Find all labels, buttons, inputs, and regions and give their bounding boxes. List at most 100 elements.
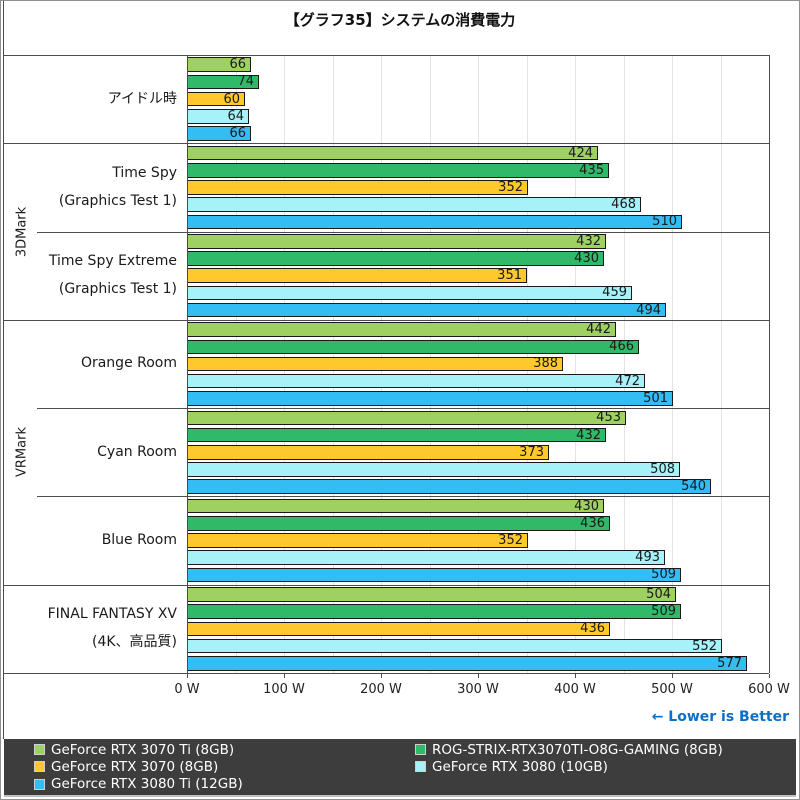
bar-value-label: 442: [586, 322, 611, 338]
bar-value-label: 509: [651, 567, 676, 583]
x-axis-tick-label: 100 W: [263, 682, 305, 697]
category-label-line: Time Spy Extreme: [48, 253, 177, 270]
bar-value-label: 453: [596, 410, 621, 426]
chart-title: 【グラフ35】システムの消費電力: [284, 11, 516, 29]
x-axis-line: [3, 673, 769, 674]
category-label-line: (4K、高品質): [91, 634, 177, 651]
bar: 468: [187, 197, 641, 212]
bar: 510: [187, 214, 682, 230]
bar: 493: [187, 550, 665, 566]
x-axis-tick: [478, 674, 479, 678]
category-label-line: (Graphics Test 1): [58, 281, 177, 298]
bar: 436: [187, 621, 610, 637]
bar: 352: [187, 533, 528, 548]
gridline: [720, 55, 722, 673]
x-axis-tick-label: 200 W: [360, 682, 402, 697]
bar: 351: [187, 268, 527, 283]
category-label: FINAL FANTASY XV (4K、高品質): [41, 585, 177, 673]
category-label: Cyan Room: [41, 408, 177, 496]
bar: 504: [187, 587, 676, 602]
bar-value-label: 472: [615, 373, 640, 389]
y-axis-line: [187, 55, 188, 673]
bar: 430: [187, 498, 604, 514]
category-label: Blue Room: [41, 496, 177, 584]
category-label-line: アイドル時: [107, 90, 177, 107]
bar: 466: [187, 339, 639, 355]
plot-top-border: [3, 55, 769, 56]
bar: 472: [187, 373, 645, 389]
bar: 352: [187, 180, 528, 195]
legend-item: GeForce RTX 3070 Ti (8GB): [34, 742, 415, 758]
bar-value-label: 508: [650, 461, 675, 477]
bar: 552: [187, 638, 722, 654]
bar-value-label: 66: [229, 126, 246, 142]
bar: 432: [187, 234, 606, 249]
bar-value-label: 352: [498, 179, 523, 195]
bar: 430: [187, 251, 604, 266]
bar-value-label: 501: [643, 390, 668, 406]
category-label: Orange Room: [41, 320, 177, 408]
subgroup-separator: [37, 231, 769, 233]
bar-value-label: 432: [576, 233, 601, 249]
bar-value-label: 509: [651, 604, 676, 620]
bar: 509: [187, 567, 681, 583]
x-axis-tick: [187, 674, 188, 678]
legend-swatch: [415, 744, 426, 756]
group-axis-label: VRMark: [14, 427, 30, 478]
lower-is-better-note: ← Lower is Better: [651, 709, 789, 725]
bar-value-label: 436: [580, 621, 605, 637]
gridline: [284, 55, 285, 673]
bar-value-label: 373: [519, 444, 544, 460]
bar: 64: [187, 109, 249, 124]
legend-item: GeForce RTX 3080 (10GB): [415, 759, 796, 775]
legend-swatch: [34, 778, 45, 790]
category-label-line: Orange Room: [80, 355, 177, 372]
bar-value-label: 60: [223, 91, 240, 107]
x-axis-tick: [284, 674, 285, 678]
bar-value-label: 430: [574, 251, 599, 266]
bar-value-label: 493: [635, 550, 660, 566]
bar-value-label: 64: [227, 108, 244, 124]
bar-value-label: 504: [646, 586, 671, 602]
legend-label: GeForce RTX 3070 (8GB): [51, 758, 219, 775]
gridline: [478, 55, 479, 673]
bar-value-label: 540: [681, 479, 706, 495]
x-axis-tick-label: 600 W: [748, 682, 790, 697]
legend-swatch: [415, 761, 426, 773]
category-label: アイドル時: [41, 55, 177, 143]
category-label-line: Time Spy: [112, 164, 177, 181]
bar-value-label: 552: [692, 638, 717, 654]
bar-value-label: 430: [574, 498, 599, 514]
gridline: [429, 55, 431, 673]
bar-value-label: 436: [580, 515, 605, 531]
legend-item: GeForce RTX 3080 Ti (12GB): [34, 776, 415, 792]
plot-right-border: [769, 55, 770, 673]
bar: 74: [187, 74, 259, 90]
gridline: [332, 55, 334, 673]
bar-value-label: 577: [717, 655, 742, 671]
legend-swatch: [34, 761, 45, 773]
gridline: [381, 55, 382, 673]
group-separator: [3, 584, 769, 586]
bar-value-label: 66: [229, 57, 246, 73]
bar: 60: [187, 91, 245, 107]
bar: 540: [187, 479, 711, 494]
bar: 424: [187, 145, 598, 161]
legend: GeForce RTX 3070 Ti (8GB) GeForce RTX 307…: [4, 739, 796, 797]
group-separator: [3, 143, 769, 145]
legend-item: GeForce RTX 3070 (8GB): [34, 759, 415, 775]
bar-value-label: 424: [568, 145, 593, 161]
gridline: [575, 55, 576, 673]
bar: 459: [187, 285, 632, 301]
bar: 432: [187, 427, 606, 443]
subgroup-separator: [37, 408, 769, 410]
bar: 388: [187, 356, 563, 372]
bar-value-label: 74: [237, 74, 254, 90]
bar: 453: [187, 410, 626, 426]
bar: 435: [187, 162, 609, 178]
legend-swatch: [34, 744, 45, 756]
